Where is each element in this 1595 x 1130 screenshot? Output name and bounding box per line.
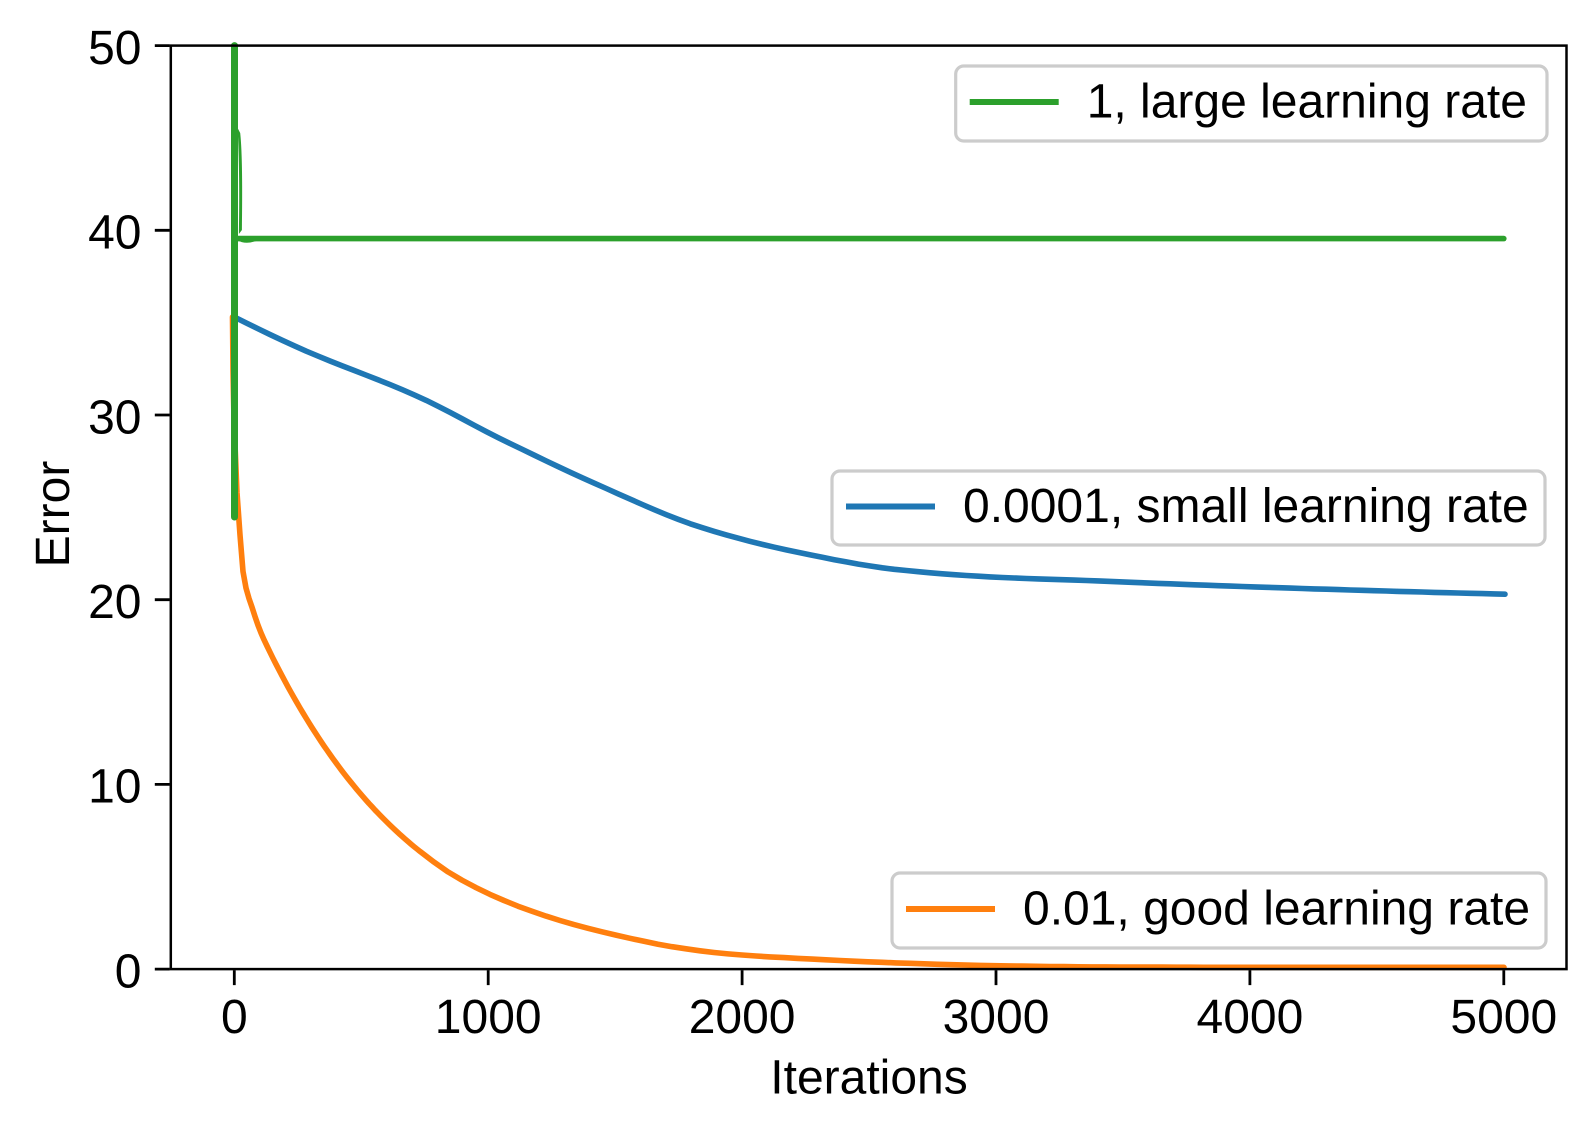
svg-text:0: 0: [221, 991, 248, 1044]
svg-text:Error: Error: [27, 461, 80, 568]
svg-text:30: 30: [88, 391, 141, 444]
svg-text:50: 50: [88, 22, 141, 75]
svg-text:1000: 1000: [435, 991, 542, 1044]
svg-text:0.0001, small learning rate: 0.0001, small learning rate: [963, 480, 1529, 533]
svg-text:40: 40: [88, 207, 141, 260]
svg-text:Iterations: Iterations: [770, 1052, 967, 1105]
svg-text:4000: 4000: [1197, 991, 1304, 1044]
svg-text:0.01, good learning rate: 0.01, good learning rate: [1023, 883, 1530, 936]
svg-text:20: 20: [88, 576, 141, 629]
svg-text:0: 0: [115, 945, 142, 998]
svg-text:3000: 3000: [943, 991, 1050, 1044]
svg-text:10: 10: [88, 761, 141, 814]
svg-text:1, large learning rate: 1, large learning rate: [1087, 76, 1527, 129]
svg-text:2000: 2000: [689, 991, 796, 1044]
svg-text:5000: 5000: [1450, 991, 1557, 1044]
